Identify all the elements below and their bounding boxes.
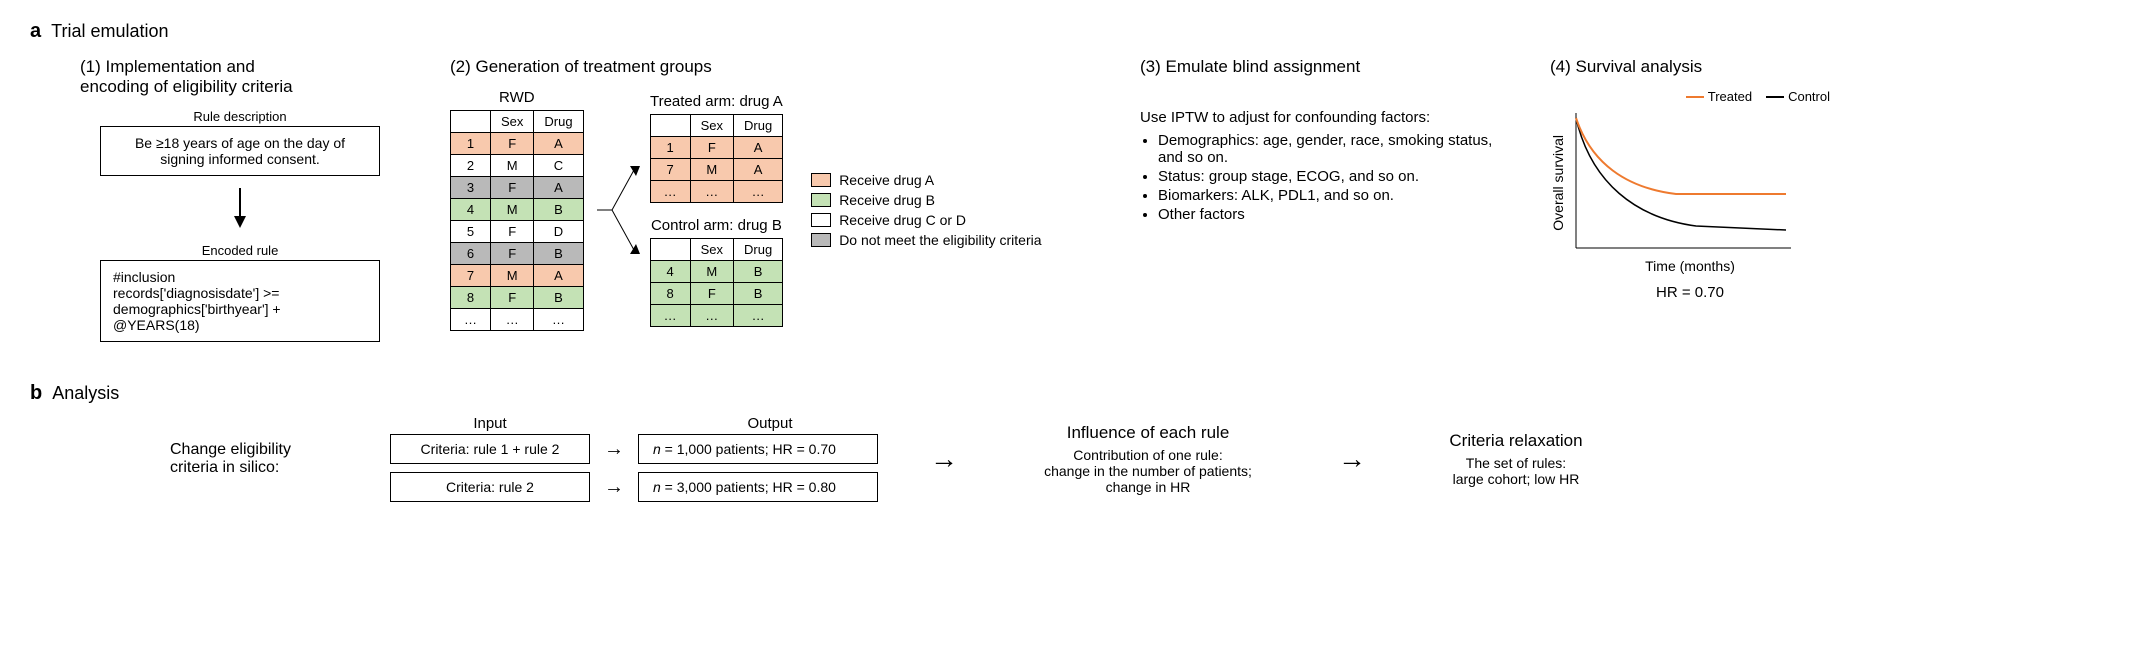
rule-desc-box: Be ≥18 years of age on the day of signin…	[100, 126, 380, 176]
panel-b-title: Analysis	[52, 383, 119, 404]
control-title: Control arm: drug B	[650, 217, 784, 234]
rwd-table: SexDrug1FA2MC3FA4MB5FD6FB7MA8FB………	[450, 110, 584, 331]
panel-a: a Trial emulation (1) Implementation and…	[30, 20, 2101, 342]
down-arrow-icon	[230, 188, 250, 228]
output-header: Output	[650, 415, 890, 432]
chart-hr: HR = 0.70	[1550, 284, 1830, 301]
arrow-icon: →	[604, 476, 624, 499]
step4: (4) Survival analysis Treated Control Ov…	[1550, 57, 1830, 301]
panel-b-label: b	[30, 382, 42, 405]
relax-title: Criteria relaxation	[1406, 431, 1626, 451]
relax-block: Criteria relaxation The set of rules: la…	[1406, 431, 1626, 487]
panel-b: b Analysis Change eligibility criteria i…	[30, 382, 2101, 502]
rule-desc-label: Rule description	[100, 109, 380, 124]
step1: (1) Implementation and encoding of eligi…	[80, 57, 400, 342]
legend-treated: Treated	[1708, 89, 1752, 104]
input-header: Input	[390, 415, 590, 432]
treated-table: SexDrug1FA7MA………	[650, 114, 784, 203]
split-arrow-icon	[592, 130, 642, 290]
step4-heading: (4) Survival analysis	[1550, 57, 1830, 77]
treated-title: Treated arm: drug A	[650, 93, 784, 110]
influence-block: Influence of each rule Contribution of o…	[998, 423, 1298, 495]
panel-a-label: a	[30, 20, 41, 43]
step3-intro: Use IPTW to adjust for confounding facto…	[1140, 109, 1500, 126]
step1-heading: (1) Implementation and encoding of eligi…	[80, 57, 400, 97]
influence-title: Influence of each rule	[998, 423, 1298, 443]
influence-sub: Contribution of one rule: change in the …	[998, 447, 1298, 495]
row1-output: n = 1,000 patients; HR = 0.70	[638, 434, 878, 464]
step3: (3) Emulate blind assignment Use IPTW to…	[1140, 57, 1500, 225]
survival-chart	[1566, 108, 1796, 258]
step2: (2) Generation of treatment groups RWD S…	[450, 57, 1090, 331]
arrow-icon: →	[930, 443, 958, 475]
row1-input: Criteria: rule 1 + rule 2	[390, 434, 590, 464]
chart-ylabel: Overall survival	[1550, 135, 1566, 231]
step2-heading: (2) Generation of treatment groups	[450, 57, 1090, 77]
step3-heading: (3) Emulate blind assignment	[1140, 57, 1500, 77]
relax-sub: The set of rules: large cohort; low HR	[1406, 455, 1626, 487]
panel-a-title: Trial emulation	[51, 21, 168, 42]
row2-input: Criteria: rule 2	[390, 472, 590, 502]
encoded-label: Encoded rule	[100, 243, 380, 258]
rwd-title: RWD	[450, 89, 584, 106]
chart-legend: Treated Control	[1550, 89, 1830, 104]
row2-output: n = 3,000 patients; HR = 0.80	[638, 472, 878, 502]
encoded-box: #inclusion records['diagnosisdate'] >= d…	[100, 260, 380, 342]
arrow-icon: →	[604, 438, 624, 461]
io-block: Input Output Criteria: rule 1 + rule 2 →…	[390, 415, 890, 502]
control-table: SexDrug4MB8FB………	[650, 238, 784, 327]
change-label: Change eligibility criteria in silico:	[170, 441, 350, 477]
arrow-icon: →	[1338, 443, 1366, 475]
chart-xlabel: Time (months)	[1550, 258, 1830, 274]
step3-bullets: Demographics: age, gender, race, smoking…	[1140, 132, 1500, 223]
legend: Receive drug AReceive drug BReceive drug…	[811, 168, 1041, 252]
legend-control: Control	[1788, 89, 1830, 104]
